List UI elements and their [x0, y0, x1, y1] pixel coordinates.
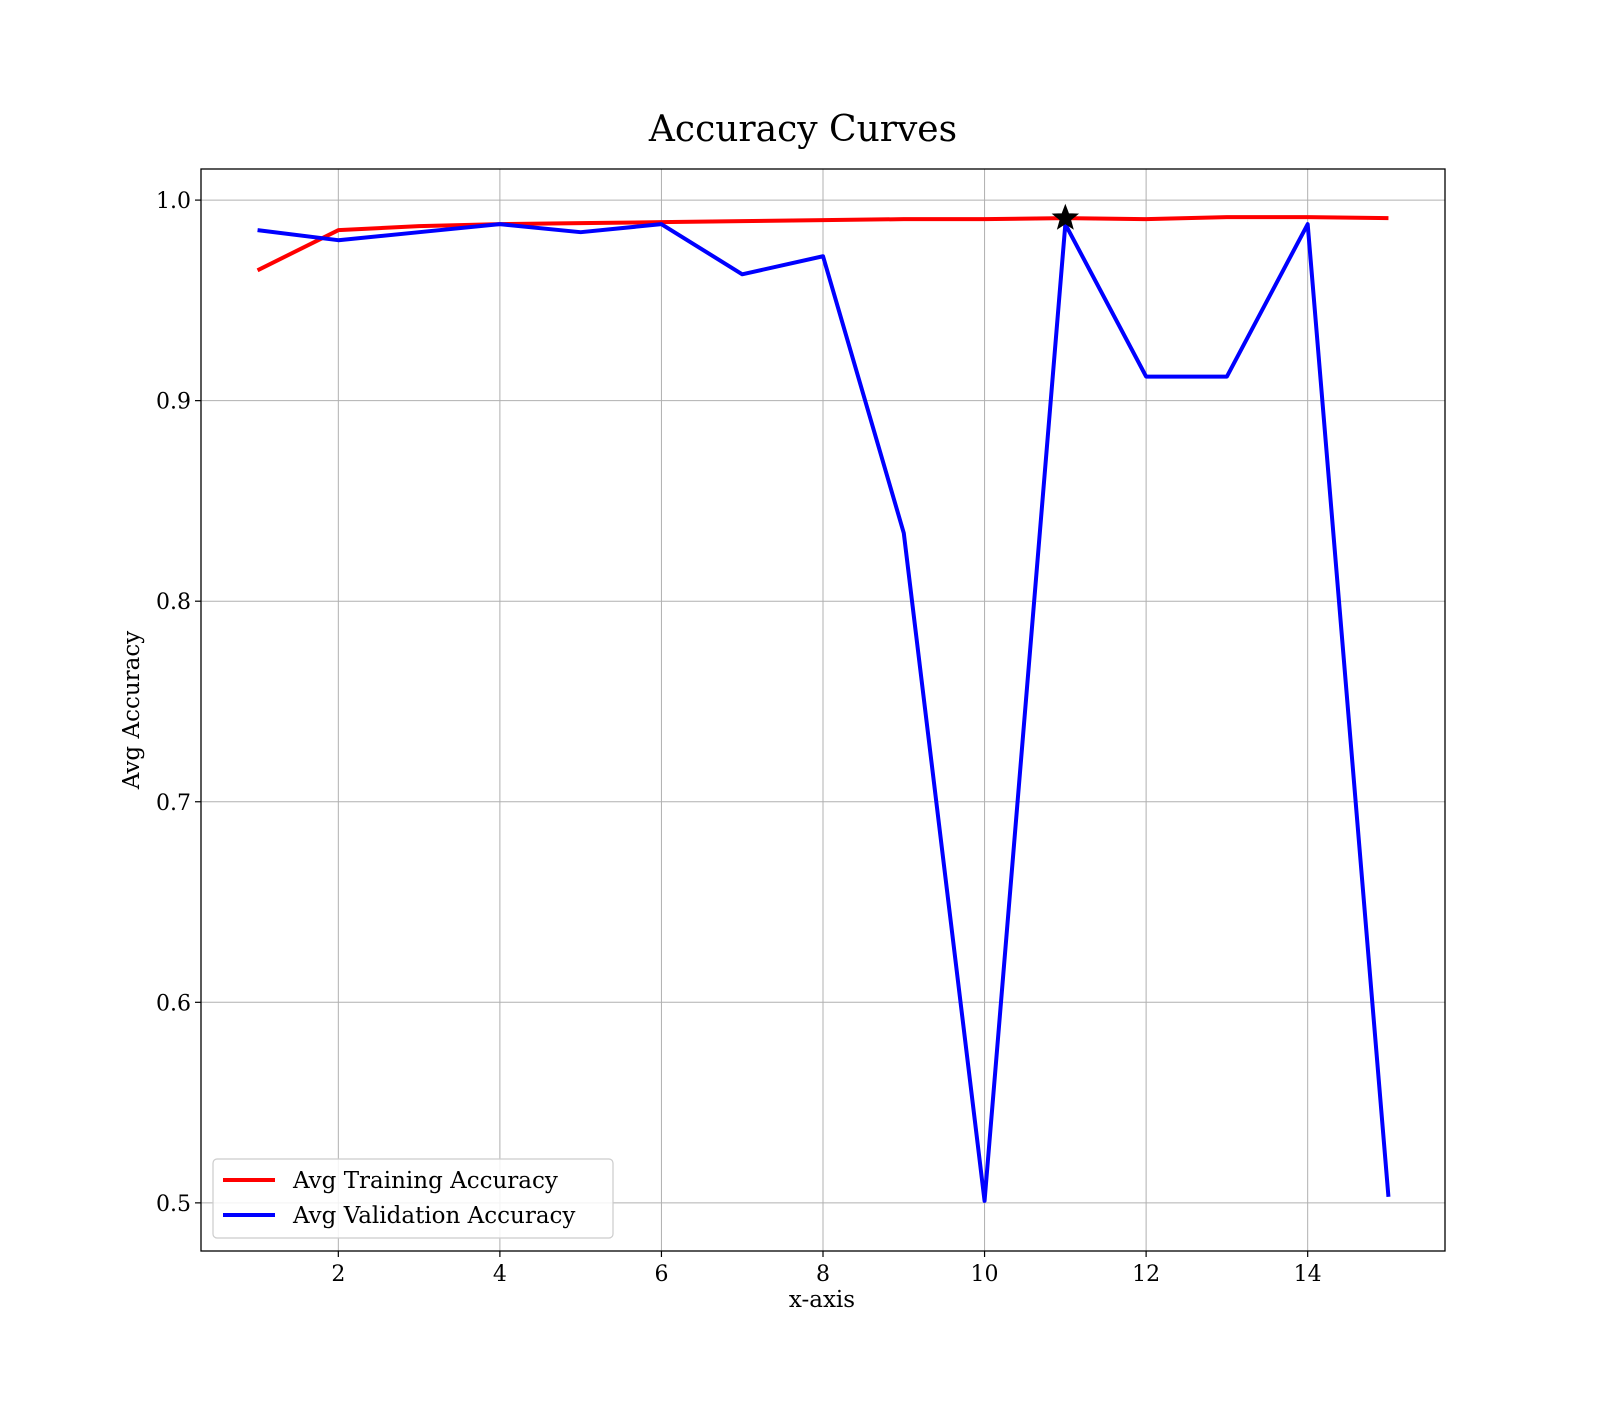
y-tick-label: 0.5	[156, 1192, 191, 1217]
x-tick-label: 14	[1294, 1262, 1322, 1287]
legend-label-training: Avg Training Accuracy	[292, 1168, 558, 1194]
y-tick-label: 0.6	[156, 991, 191, 1016]
x-tick-label: 12	[1132, 1262, 1160, 1287]
legend-box	[212, 1158, 614, 1239]
x-tick-label: 8	[816, 1262, 830, 1287]
y-tick-label: 0.7	[156, 791, 191, 816]
y-tick-label: 1.0	[156, 189, 191, 214]
x-axis-ticks: 2 4 6 8 10 12 14	[331, 1251, 1322, 1287]
x-axis-label: x-axis	[789, 1287, 855, 1313]
validation-accuracy-line	[257, 222, 1391, 1203]
marker-layer	[1051, 203, 1080, 230]
x-tick-label: 6	[654, 1262, 668, 1287]
training-accuracy-line	[256, 215, 1389, 273]
y-tick-label: 0.9	[156, 390, 191, 415]
chart-title: Accuracy Curves	[648, 109, 957, 150]
best-point-star-marker	[1051, 203, 1080, 230]
y-tick-label: 0.8	[156, 590, 191, 615]
legend-label-validation: Avg Validation Accuracy	[292, 1203, 575, 1229]
x-tick-label: 2	[331, 1262, 345, 1287]
y-axis-ticks: 0.5 0.6 0.7 0.8 0.9 1.0	[156, 189, 201, 1217]
y-axis-label: Avg Accuracy	[119, 631, 145, 790]
x-tick-label: 10	[971, 1262, 999, 1287]
legend: Avg Training Accuracy Avg Validation Acc…	[212, 1158, 614, 1239]
series-lines	[256, 215, 1391, 1203]
x-tick-label: 4	[493, 1262, 507, 1287]
